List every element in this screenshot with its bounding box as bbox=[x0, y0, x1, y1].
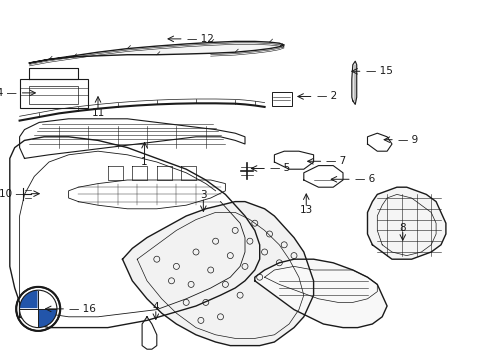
Text: — 12: — 12 bbox=[187, 34, 214, 44]
Text: — 7: — 7 bbox=[326, 156, 346, 166]
Text: 14 —: 14 — bbox=[0, 88, 17, 98]
Wedge shape bbox=[38, 309, 56, 327]
Wedge shape bbox=[38, 291, 56, 309]
Text: 3: 3 bbox=[200, 190, 207, 200]
Polygon shape bbox=[122, 202, 314, 346]
Text: — 6: — 6 bbox=[355, 174, 375, 184]
Polygon shape bbox=[352, 61, 357, 104]
Text: 8: 8 bbox=[399, 223, 406, 233]
Wedge shape bbox=[20, 291, 38, 309]
Text: — 5: — 5 bbox=[270, 163, 290, 174]
Polygon shape bbox=[255, 259, 387, 328]
Bar bbox=[272, 92, 292, 106]
Text: 13: 13 bbox=[299, 205, 313, 215]
Text: — 2: — 2 bbox=[317, 91, 337, 102]
Wedge shape bbox=[20, 309, 38, 327]
Text: 1: 1 bbox=[141, 157, 148, 167]
Bar bbox=[20, 79, 88, 108]
Text: — 9: — 9 bbox=[398, 135, 418, 145]
Polygon shape bbox=[29, 41, 284, 63]
Text: 11: 11 bbox=[91, 108, 105, 118]
Polygon shape bbox=[368, 187, 446, 259]
Text: — 15: — 15 bbox=[366, 66, 392, 76]
Text: — 16: — 16 bbox=[69, 304, 96, 314]
Text: 10 —: 10 — bbox=[0, 189, 25, 199]
Text: 4: 4 bbox=[152, 302, 159, 312]
Bar bbox=[29, 86, 78, 104]
